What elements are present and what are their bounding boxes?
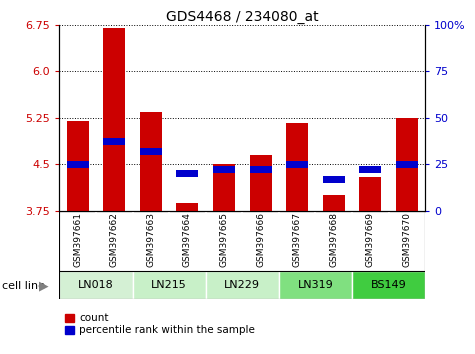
Bar — [213, 166, 235, 173]
Bar — [140, 148, 162, 155]
Bar — [249, 155, 272, 211]
Text: GSM397665: GSM397665 — [219, 212, 228, 267]
Text: GSM397661: GSM397661 — [73, 212, 82, 267]
Bar — [176, 202, 199, 211]
Text: GSM397662: GSM397662 — [110, 212, 119, 267]
Text: GSM397669: GSM397669 — [366, 212, 375, 267]
Text: cell line: cell line — [2, 281, 46, 291]
Legend: count, percentile rank within the sample: count, percentile rank within the sample — [65, 313, 255, 335]
Bar — [206, 271, 279, 299]
Bar — [279, 271, 352, 299]
Text: LN018: LN018 — [78, 280, 114, 290]
Bar — [176, 170, 199, 177]
Bar — [396, 118, 418, 211]
Text: GSM397668: GSM397668 — [329, 212, 338, 267]
Bar — [213, 164, 235, 211]
Bar — [352, 271, 425, 299]
Bar — [249, 166, 272, 173]
Bar — [103, 28, 125, 211]
Bar — [323, 176, 345, 183]
Bar — [140, 112, 162, 211]
Text: GSM397663: GSM397663 — [146, 212, 155, 267]
Text: GSM397670: GSM397670 — [402, 212, 411, 267]
Bar — [286, 161, 308, 168]
Title: GDS4468 / 234080_at: GDS4468 / 234080_at — [166, 10, 319, 24]
Bar — [59, 271, 133, 299]
Bar — [286, 123, 308, 211]
Text: ▶: ▶ — [39, 280, 48, 292]
Text: GSM397664: GSM397664 — [183, 212, 192, 267]
Bar — [66, 161, 89, 168]
Bar — [359, 166, 381, 173]
Text: BS149: BS149 — [370, 280, 407, 290]
Bar — [133, 271, 206, 299]
Bar — [359, 177, 381, 211]
Text: GSM397666: GSM397666 — [256, 212, 265, 267]
Bar — [323, 195, 345, 211]
Text: LN229: LN229 — [224, 280, 260, 290]
Bar — [66, 121, 89, 211]
Bar — [396, 161, 418, 168]
Text: GSM397667: GSM397667 — [293, 212, 302, 267]
Text: LN215: LN215 — [151, 280, 187, 290]
Text: LN319: LN319 — [297, 280, 333, 290]
Bar — [103, 138, 125, 145]
